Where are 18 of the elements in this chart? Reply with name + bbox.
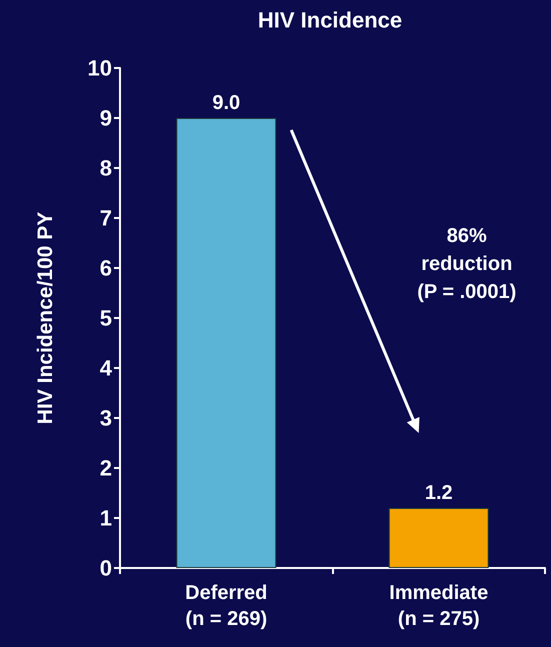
y-tick-label: 1	[100, 506, 112, 530]
y-tick-label: 5	[100, 306, 112, 330]
x-tick-label: Deferred (n = 269)	[185, 582, 268, 630]
y-tick-label: 0	[100, 556, 112, 580]
y-tick-label: 6	[100, 256, 112, 280]
x-tick-label: Immediate (n = 275)	[389, 582, 488, 630]
chart-title: HIV Incidence	[258, 8, 402, 32]
y-tick-label: 8	[100, 156, 112, 180]
y-tick-label: 3	[100, 406, 112, 430]
y-tick-label: 10	[88, 56, 112, 80]
y-tick-label: 9	[100, 106, 112, 130]
y-axis-title: HIV Incidence/100 PY	[34, 212, 57, 424]
y-tick-label: 7	[100, 206, 112, 230]
annotation: 86% reduction (P = .0001)	[417, 225, 516, 303]
y-tick-label: 2	[100, 456, 112, 480]
data-label: 1.2	[424, 482, 453, 504]
y-tick-label: 4	[100, 356, 113, 380]
data-label: 9.0	[212, 92, 240, 114]
